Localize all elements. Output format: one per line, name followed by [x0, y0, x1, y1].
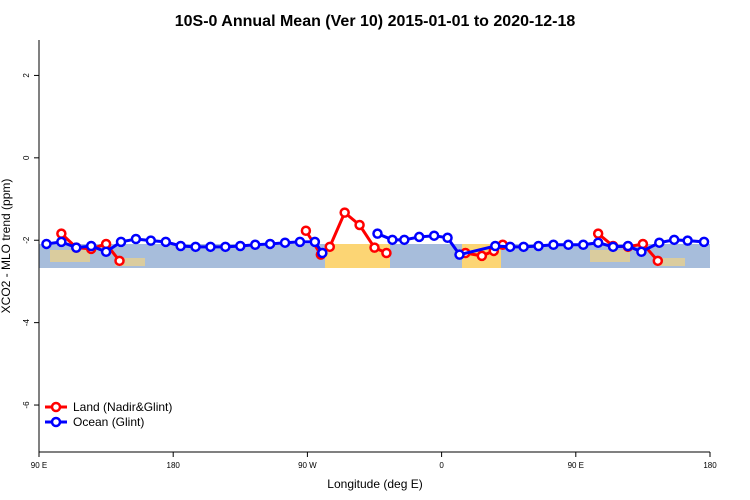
point: [490, 240, 501, 252]
x-tick-label: 90 W: [298, 461, 317, 470]
y-axis-label: XCO2 - MLO trend (ppm): [0, 179, 13, 314]
point: [115, 236, 127, 248]
point: [387, 234, 398, 246]
point: [235, 240, 246, 252]
point: [100, 246, 112, 258]
y-tick-label: -2: [22, 236, 31, 244]
point: [592, 237, 604, 248]
y-tick-label: -4: [22, 319, 31, 327]
point: [442, 232, 453, 244]
point: [518, 241, 529, 253]
x-axis-label: Longitude (deg E): [327, 477, 422, 491]
x-tick-label: 90 E: [31, 461, 47, 470]
y-tick-label: 2: [22, 73, 31, 78]
point: [622, 240, 634, 252]
point: [114, 255, 125, 267]
point: [654, 237, 665, 248]
point: [607, 241, 619, 253]
point: [145, 235, 157, 246]
x-tick-label: 0: [439, 461, 444, 470]
point: [309, 236, 321, 248]
point: [249, 239, 261, 251]
point: [504, 241, 516, 253]
point: [476, 250, 488, 262]
point: [454, 249, 465, 260]
point: [56, 236, 67, 248]
point: [220, 241, 231, 253]
y-tick-label: -6: [22, 401, 31, 409]
point: [354, 219, 365, 231]
point: [160, 236, 171, 248]
legend-marker: [50, 401, 62, 413]
point: [533, 240, 544, 252]
x-tick-label: 180: [703, 461, 717, 470]
point: [428, 230, 440, 241]
point: [85, 240, 97, 252]
point: [682, 235, 693, 246]
point: [399, 234, 410, 246]
point: [279, 237, 291, 248]
point: [300, 225, 312, 237]
point: [698, 236, 710, 248]
chart-title: 10S-0 Annual Mean (Ver 10) 2015-01-01 to…: [175, 13, 576, 30]
y-tick-label: 0: [22, 155, 31, 160]
point: [294, 236, 306, 248]
point: [548, 239, 559, 251]
point: [324, 241, 336, 253]
point: [205, 241, 216, 253]
legend-marker: [50, 416, 62, 428]
x-tick-label: 180: [167, 461, 181, 470]
point: [652, 255, 664, 267]
legend-label: Ocean (Glint): [73, 415, 144, 429]
point: [563, 239, 574, 251]
point: [578, 239, 589, 251]
x-tick-label: 90 E: [568, 461, 584, 470]
point: [668, 234, 680, 246]
point: [381, 247, 392, 259]
point: [56, 228, 67, 239]
point: [175, 240, 186, 252]
point: [369, 242, 380, 253]
point: [130, 233, 142, 245]
point: [372, 228, 383, 239]
legend-label: Land (Nadir&Glint): [73, 400, 172, 414]
point: [317, 247, 328, 259]
point: [264, 238, 276, 250]
point: [413, 231, 425, 243]
point: [71, 242, 82, 253]
point: [41, 238, 52, 250]
point: [339, 207, 350, 218]
point: [190, 241, 201, 253]
point: [592, 228, 604, 239]
point: [636, 246, 647, 258]
